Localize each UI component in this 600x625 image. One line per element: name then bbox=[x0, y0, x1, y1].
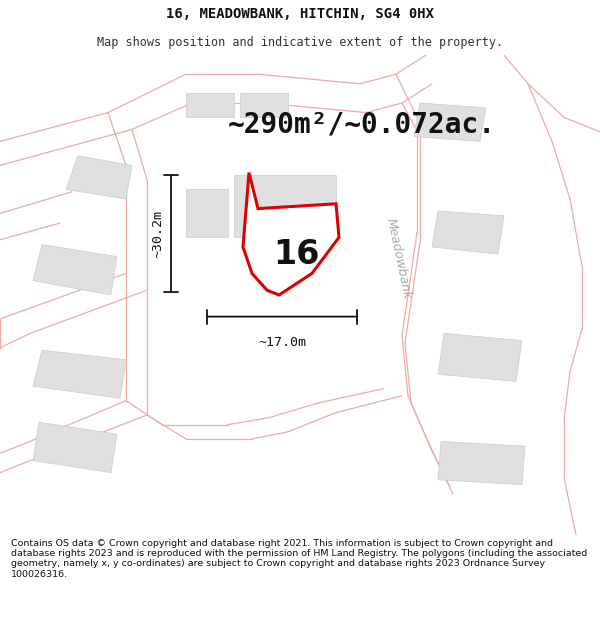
Text: ~290m²/~0.072ac.: ~290m²/~0.072ac. bbox=[228, 111, 496, 139]
Text: 16, MEADOWBANK, HITCHIN, SG4 0HX: 16, MEADOWBANK, HITCHIN, SG4 0HX bbox=[166, 7, 434, 21]
Polygon shape bbox=[66, 156, 132, 199]
Text: Contains OS data © Crown copyright and database right 2021. This information is : Contains OS data © Crown copyright and d… bbox=[11, 539, 587, 579]
Text: ~30.2m: ~30.2m bbox=[151, 210, 164, 258]
Text: Map shows position and indicative extent of the property.: Map shows position and indicative extent… bbox=[97, 36, 503, 49]
Polygon shape bbox=[414, 103, 486, 141]
Polygon shape bbox=[240, 93, 288, 118]
Text: 16: 16 bbox=[274, 238, 320, 271]
Text: Meadowbank: Meadowbank bbox=[384, 217, 414, 301]
Polygon shape bbox=[33, 350, 126, 398]
Polygon shape bbox=[438, 333, 522, 381]
Polygon shape bbox=[243, 173, 339, 295]
Polygon shape bbox=[186, 189, 228, 238]
Polygon shape bbox=[33, 244, 117, 295]
Polygon shape bbox=[432, 211, 504, 254]
Text: ~17.0m: ~17.0m bbox=[258, 336, 306, 349]
Polygon shape bbox=[186, 93, 234, 118]
Polygon shape bbox=[33, 422, 117, 472]
Polygon shape bbox=[438, 441, 525, 484]
Polygon shape bbox=[234, 175, 336, 238]
